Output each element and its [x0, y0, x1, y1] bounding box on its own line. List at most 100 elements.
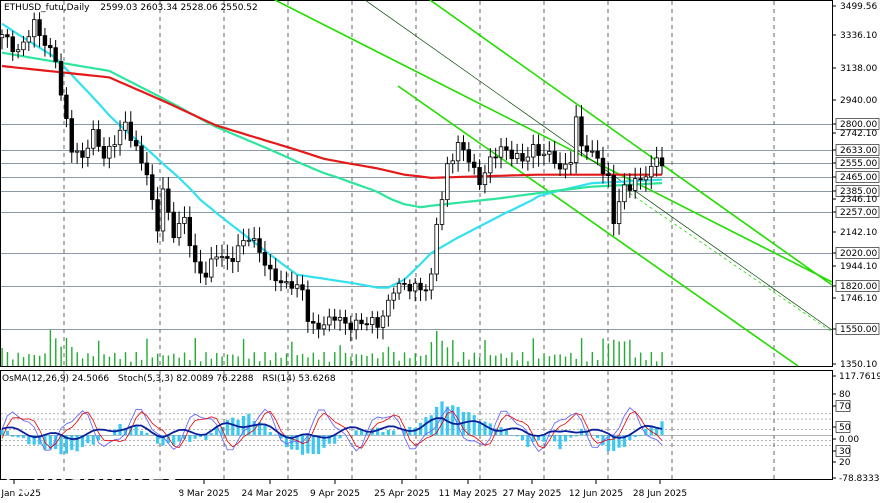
candle-body [37, 19, 42, 37]
osma-bar [494, 428, 498, 436]
volume-bar [334, 352, 336, 366]
osma-bar [156, 435, 160, 444]
price-tick-label: 1350.10 [840, 360, 877, 370]
osma-bar [75, 435, 79, 452]
candle-body [504, 146, 509, 151]
volume-bar [468, 359, 470, 366]
osma-bar [91, 435, 95, 445]
indicator-tick-label: 70 [839, 402, 851, 412]
candle-body [209, 258, 214, 278]
volume-bar [591, 352, 594, 366]
osma-bar [558, 435, 562, 450]
volume-bar [119, 359, 121, 366]
volume-bar [650, 352, 653, 366]
osma-bar [32, 435, 36, 445]
candle-body [525, 156, 531, 162]
osma-bar [354, 430, 358, 436]
candle-body [627, 184, 633, 191]
osma-bar [617, 435, 621, 448]
candle-body [69, 118, 74, 153]
candle-body [455, 142, 461, 162]
osma-bar [510, 435, 514, 436]
osma-bar [193, 435, 197, 439]
candle-body [616, 201, 622, 224]
osma-bar [220, 426, 224, 436]
price-panel[interactable]: 3499.56 3336.10 3138.00 2940.00 2800.002742.… [0, 0, 880, 370]
candle-body [606, 173, 611, 176]
oscillator-lines [1, 407, 663, 453]
volume-bar [275, 352, 277, 366]
volume-bar [124, 352, 127, 366]
candle-body [257, 238, 262, 253]
osma-bar [515, 435, 519, 437]
osma-label: OsMA(12,26,9) 24.5066 [2, 374, 109, 384]
price-level-box [835, 323, 880, 335]
volume-bar [285, 353, 288, 366]
candle-body [235, 245, 241, 262]
candle-body [493, 156, 498, 159]
indicator-level-box [835, 400, 851, 412]
osma-bar [435, 406, 439, 436]
candle-body [402, 282, 407, 285]
volume-bar [291, 341, 293, 366]
osma-bar [628, 435, 632, 441]
candle-body [488, 156, 493, 174]
candle-body [343, 317, 348, 324]
candle-body [133, 140, 139, 147]
osma-bar [622, 435, 627, 447]
osma-bar [204, 435, 208, 440]
candle-body [26, 36, 32, 43]
osma-bar [601, 435, 605, 446]
candle-body [166, 188, 171, 213]
candle-body [230, 258, 235, 262]
volume-bar [478, 357, 481, 366]
osma-bar [188, 435, 192, 442]
volume-bar [162, 355, 164, 366]
osma-bar [520, 435, 525, 441]
volume-bar [221, 356, 223, 366]
candle-body [332, 316, 337, 321]
price-tick-label: 2940.00 [840, 96, 877, 106]
candle-body [150, 174, 155, 201]
osma-bar [161, 435, 165, 446]
osma-bar [316, 435, 321, 455]
indicator-title: OsMA(12,26,9) 24.5066 Stoch(5,3,3) 82.00… [2, 374, 336, 384]
candle-body [466, 149, 472, 163]
ma-red-line [1, 64, 662, 180]
volume-bar [462, 352, 465, 366]
candle-body [176, 223, 182, 239]
osma-bar [225, 419, 229, 436]
volume-bar [371, 353, 374, 366]
osma-bar [376, 427, 380, 436]
price-tick-label: 2020.00 [840, 249, 877, 259]
rsi-label: RSI(14) 53.6268 [262, 374, 335, 384]
indicator-tick-label: 50 [839, 423, 851, 433]
candle-body [128, 121, 133, 141]
volume-bar [242, 339, 245, 366]
volume-bar [269, 360, 272, 366]
volume-bar [92, 356, 95, 366]
osma-bar [198, 435, 203, 438]
volume-bar [430, 342, 433, 366]
price-level-box [835, 144, 880, 156]
candle-body [284, 281, 289, 284]
osma-bar [215, 427, 219, 436]
price-tick-label: 3336.10 [840, 31, 877, 41]
volume-bar [597, 359, 599, 366]
volume-bar [237, 356, 239, 366]
volume-bar [607, 343, 610, 366]
volume-bar [618, 341, 620, 366]
price-tick-label: 2257.00 [840, 208, 877, 218]
osma-bar [655, 427, 659, 436]
volume-bar [505, 357, 508, 366]
volume-bar [226, 354, 229, 366]
indicator-level-box [835, 445, 851, 457]
osma-bar [392, 430, 396, 436]
candle-body [595, 150, 600, 159]
volume-bar [387, 346, 390, 366]
volume-bar [264, 352, 266, 366]
candle-body [144, 162, 150, 176]
indicator-tick-label: 80 [839, 390, 851, 400]
